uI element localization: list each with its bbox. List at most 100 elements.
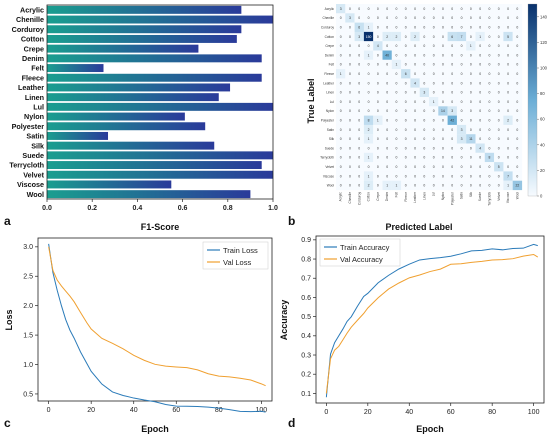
confusion-cell-6-11: [438, 59, 448, 70]
confusion-value-9-10: 0: [433, 91, 435, 95]
confusion-value-17-17: 5: [498, 165, 500, 169]
confusion-value-16-3: 1: [368, 156, 370, 160]
confusion-value-11-19: 0: [516, 109, 518, 113]
confusion-cell-18-17: [494, 171, 504, 181]
confusion-cell-10-2: [354, 97, 364, 107]
confusion-value-19-12: 0: [451, 184, 453, 188]
confusion-value-2-7: 0: [405, 25, 407, 29]
confusion-value-1-0: 0: [340, 16, 342, 20]
confusion-cell-3-18: [503, 31, 513, 42]
confusion-cell-9-11: [438, 87, 448, 98]
confusion-value-0-15: 0: [479, 7, 481, 11]
confusion-cell-18-4: [373, 171, 383, 181]
f1-bar-suede: [47, 151, 273, 160]
confusion-cell-2-11: [438, 22, 448, 32]
confusion-value-8-9: 0: [423, 81, 425, 85]
confusion-value-16-12: 0: [451, 156, 453, 160]
confusion-cells: [336, 4, 523, 191]
confusion-value-4-1: 0: [349, 44, 351, 48]
confusion-x-axis-label: Predicted Label: [385, 222, 452, 232]
confusion-value-18-15: 0: [479, 174, 481, 178]
confusion-value-16-8: 0: [414, 156, 416, 160]
f1-bar-linen: [47, 93, 219, 102]
confusion-cell-4-3: [363, 41, 374, 51]
confusion-value-13-18: 0: [507, 128, 509, 132]
confusion-cell-6-3: [363, 59, 374, 70]
confusion-value-19-7: 0: [405, 184, 407, 188]
confusion-value-11-15: 0: [479, 109, 481, 113]
confusion-cell-7-1: [345, 69, 355, 79]
confusion-value-5-8: 0: [414, 53, 416, 57]
confusion-cell-9-7: [401, 87, 411, 98]
confusion-cell-5-15: [475, 50, 485, 60]
confusion-value-14-19: 0: [516, 137, 518, 141]
confusion-cell-18-6: [391, 171, 402, 181]
panel-letter-b: b: [288, 214, 295, 228]
confusion-cell-15-18: [503, 143, 513, 153]
confusion-cell-3-10: [429, 31, 439, 42]
confusion-value-4-7: 0: [405, 44, 407, 48]
confusion-cell-17-9: [419, 162, 430, 172]
confusion-value-6-17: 0: [498, 63, 500, 67]
confusion-cell-0-3: [363, 4, 374, 14]
confusion-cell-10-5: [382, 97, 392, 107]
confusion-value-19-16: 0: [489, 184, 491, 188]
confusion-value-4-12: 0: [451, 44, 453, 48]
confusion-value-0-6: 0: [396, 7, 398, 11]
confusion-value-18-17: 0: [498, 174, 500, 178]
confusion-value-18-10: 0: [433, 174, 435, 178]
accuracy-y-tick-label-6: 0.7: [301, 276, 311, 283]
f1-bar-corduroy: [47, 25, 242, 34]
accuracy-x-tick-label-2: 40: [405, 409, 413, 416]
confusion-value-0-17: 0: [498, 7, 500, 11]
confusion-cell-14-15: [475, 134, 485, 144]
confusion-cell-12-4: [373, 115, 383, 125]
loss-x-tick-label-4: 80: [215, 407, 223, 414]
confusion-value-4-15: 0: [479, 44, 481, 48]
confusion-value-13-3: 2: [368, 128, 370, 132]
confusion-value-2-6: 0: [396, 25, 398, 29]
confusion-cell-3-7: [401, 31, 411, 42]
confusion-value-0-3: 0: [368, 7, 370, 11]
confusion-cell-18-14: [466, 171, 476, 181]
confusion-cell-9-16: [484, 87, 495, 98]
confusion-value-16-7: 0: [405, 156, 407, 160]
confusion-value-13-1: 0: [349, 128, 351, 132]
accuracy-legend-train-label: Train Accuracy: [340, 243, 390, 252]
confusion-cell-7-15: [475, 69, 485, 79]
confusion-cell-15-1: [345, 143, 355, 153]
confusion-value-6-8: 0: [414, 63, 416, 67]
confusion-value-5-13: 0: [461, 53, 463, 57]
confusion-row-label-suede: Suede: [325, 146, 334, 150]
confusion-cell-10-15: [475, 97, 485, 107]
confusion-value-1-8: 0: [414, 16, 416, 20]
confusion-row-label-felt: Felt: [329, 63, 334, 67]
confusion-value-2-4: 0: [377, 25, 379, 29]
confusion-value-19-8: 0: [414, 184, 416, 188]
confusion-value-12-9: 0: [423, 118, 425, 122]
confusion-col-label-acrylic: Acrylic: [339, 192, 343, 202]
confusion-cell-3-8: [410, 31, 420, 42]
accuracy-y-tick-label-8: 0.9: [301, 237, 311, 244]
confusion-value-17-9: 0: [423, 165, 425, 169]
confusion-value-10-9: 0: [423, 100, 425, 104]
confusion-cell-13-7: [401, 124, 411, 135]
confusion-value-1-18: 0: [507, 16, 509, 20]
confusion-value-2-2: 6: [358, 25, 360, 29]
confusion-value-3-4: 0: [377, 35, 379, 39]
confusion-value-14-1: 0: [349, 137, 351, 141]
confusion-cell-13-9: [419, 124, 430, 135]
confusion-cell-12-16: [484, 115, 495, 125]
confusion-cell-5-6: [391, 50, 402, 60]
confusion-cell-13-19: [512, 124, 523, 135]
confusion-cell-18-5: [382, 171, 392, 181]
confusion-cell-0-0: [336, 4, 346, 14]
confusion-cell-5-1: [345, 50, 355, 60]
confusion-value-9-18: 0: [507, 91, 509, 95]
confusion-value-14-14: 11: [469, 137, 473, 141]
confusion-cell-9-17: [494, 87, 504, 98]
confusion-value-12-15: 0: [479, 118, 481, 122]
confusion-cell-3-19: [512, 31, 523, 42]
confusion-cell-15-8: [410, 143, 420, 153]
confusion-cell-2-10: [429, 22, 439, 32]
